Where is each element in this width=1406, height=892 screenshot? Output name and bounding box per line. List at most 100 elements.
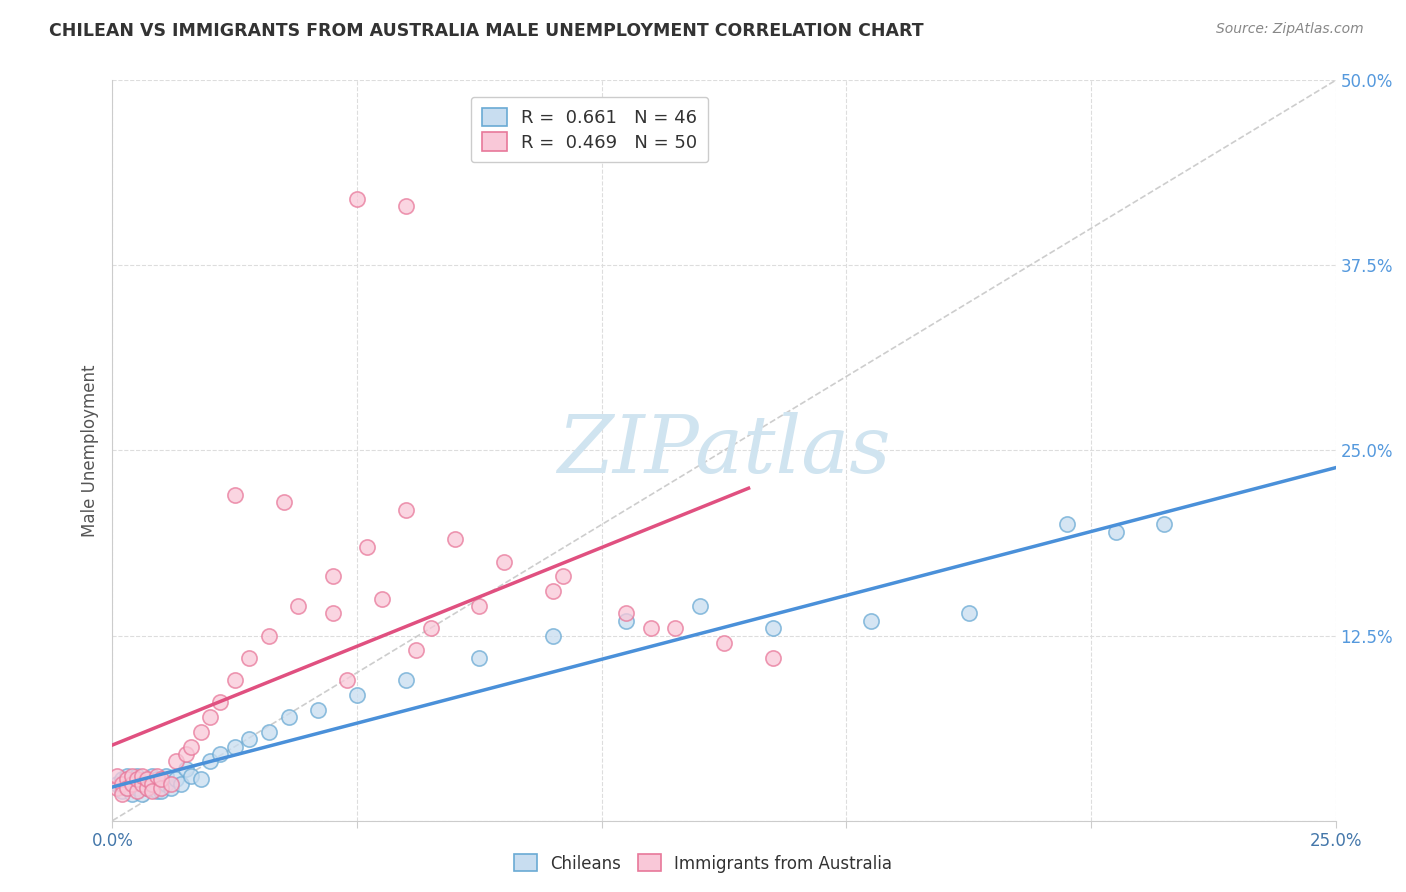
Point	[135, 772, 157, 787]
Point	[141, 769, 163, 783]
Point	[1056, 517, 1078, 532]
Point	[160, 780, 183, 795]
Point	[131, 787, 153, 801]
Point	[141, 776, 163, 791]
Point	[135, 780, 157, 795]
Point	[209, 695, 232, 709]
Point	[492, 554, 515, 569]
Point	[541, 628, 564, 642]
Point	[419, 621, 441, 635]
Point	[356, 540, 378, 554]
Point	[121, 787, 143, 801]
Point	[762, 650, 785, 665]
Point	[190, 772, 212, 787]
Legend: R =  0.661   N = 46, R =  0.469   N = 50: R = 0.661 N = 46, R = 0.469 N = 50	[471, 96, 709, 162]
Point	[346, 688, 368, 702]
Point	[713, 636, 735, 650]
Point	[115, 780, 138, 795]
Point	[468, 599, 491, 613]
Point	[273, 495, 295, 509]
Point	[257, 724, 280, 739]
Point	[614, 614, 637, 628]
Point	[346, 192, 368, 206]
Point	[145, 772, 167, 787]
Point	[125, 772, 148, 787]
Point	[322, 607, 344, 621]
Point	[115, 772, 138, 787]
Point	[160, 776, 183, 791]
Point	[664, 621, 686, 635]
Point	[170, 776, 193, 791]
Point	[287, 599, 309, 613]
Point	[174, 762, 197, 776]
Point	[131, 776, 153, 791]
Point	[145, 784, 167, 798]
Point	[145, 769, 167, 783]
Point	[957, 607, 980, 621]
Point	[1104, 524, 1126, 539]
Point	[125, 784, 148, 798]
Point	[238, 650, 260, 665]
Point	[105, 776, 128, 791]
Point	[150, 784, 173, 798]
Point	[115, 769, 138, 783]
Point	[1153, 517, 1175, 532]
Point	[121, 769, 143, 783]
Text: ZIPatlas: ZIPatlas	[557, 412, 891, 489]
Point	[395, 502, 418, 516]
Point	[238, 732, 260, 747]
Point	[111, 787, 134, 801]
Text: Source: ZipAtlas.com: Source: ZipAtlas.com	[1216, 22, 1364, 37]
Point	[115, 780, 138, 795]
Point	[155, 769, 177, 783]
Point	[689, 599, 711, 613]
Point	[200, 710, 222, 724]
Point	[180, 739, 202, 754]
Point	[762, 621, 785, 635]
Point	[200, 755, 222, 769]
Point	[277, 710, 299, 724]
Point	[180, 769, 202, 783]
Point	[395, 199, 418, 213]
Point	[224, 673, 246, 687]
Point	[224, 488, 246, 502]
Point	[224, 739, 246, 754]
Point	[125, 769, 148, 783]
Point	[209, 747, 232, 761]
Point	[135, 780, 157, 795]
Point	[444, 533, 467, 547]
Point	[141, 784, 163, 798]
Point	[135, 772, 157, 787]
Point	[468, 650, 491, 665]
Point	[121, 776, 143, 791]
Point	[131, 769, 153, 783]
Point	[322, 569, 344, 583]
Point	[551, 569, 574, 583]
Point	[155, 776, 177, 791]
Point	[174, 747, 197, 761]
Point	[859, 614, 882, 628]
Point	[257, 628, 280, 642]
Point	[150, 772, 173, 787]
Point	[614, 607, 637, 621]
Point	[395, 673, 418, 687]
Y-axis label: Male Unemployment: Male Unemployment	[80, 364, 98, 537]
Point	[105, 780, 128, 795]
Point	[150, 776, 173, 791]
Point	[405, 643, 427, 657]
Legend: Chileans, Immigrants from Australia: Chileans, Immigrants from Australia	[508, 847, 898, 880]
Point	[165, 772, 187, 787]
Point	[336, 673, 359, 687]
Point	[150, 780, 173, 795]
Point	[165, 755, 187, 769]
Point	[111, 784, 134, 798]
Point	[190, 724, 212, 739]
Point	[370, 591, 392, 606]
Point	[121, 776, 143, 791]
Text: CHILEAN VS IMMIGRANTS FROM AUSTRALIA MALE UNEMPLOYMENT CORRELATION CHART: CHILEAN VS IMMIGRANTS FROM AUSTRALIA MAL…	[49, 22, 924, 40]
Point	[541, 584, 564, 599]
Point	[131, 776, 153, 791]
Point	[105, 769, 128, 783]
Point	[307, 703, 329, 717]
Point	[640, 621, 662, 635]
